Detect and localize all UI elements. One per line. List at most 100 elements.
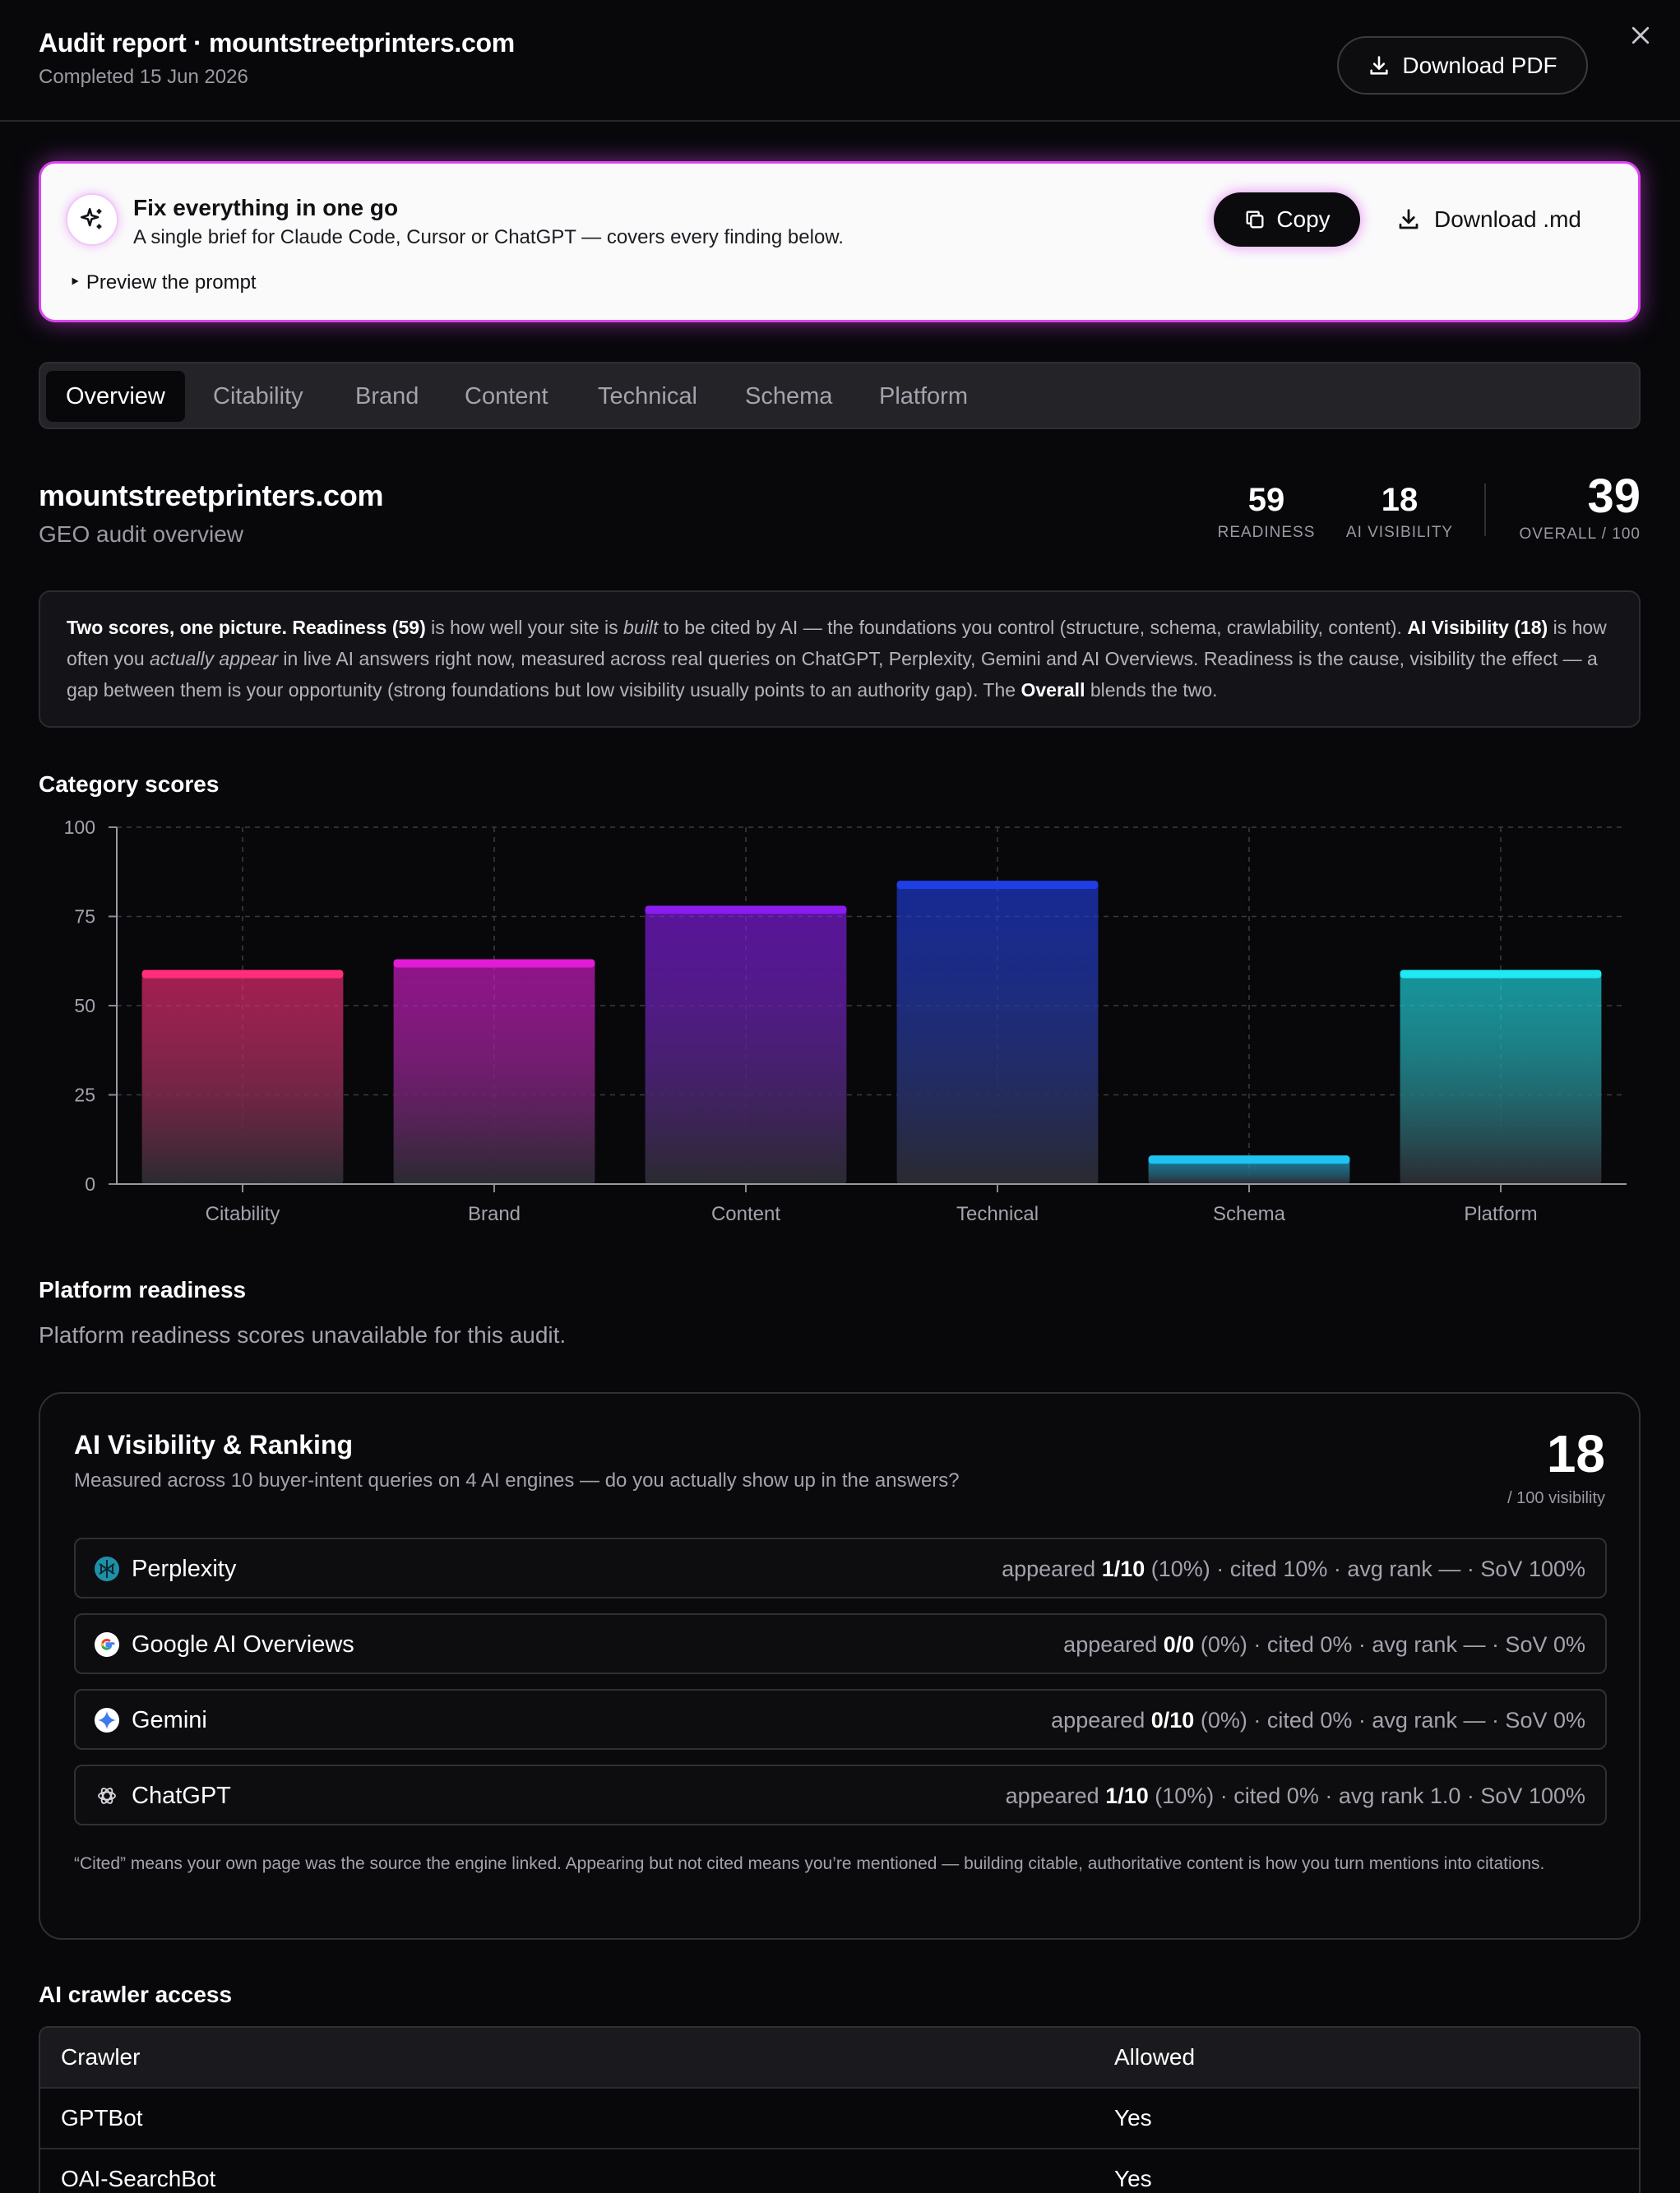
explainer-text: is how well your site is: [425, 617, 624, 638]
fix-banner-title: Fix everything in one go: [133, 195, 399, 220]
bar-cap-schema: [1148, 1155, 1350, 1164]
x-tick-label: Citability: [206, 1203, 280, 1225]
chatgpt-icon: [98, 1788, 116, 1804]
crawler-access-table: Crawler Allowed GPTBot Yes OAI-SearchBot…: [39, 2026, 1641, 2193]
bar-technical: [896, 881, 1099, 1184]
bar-cap-brand: [393, 959, 595, 968]
readiness-value: 59: [1247, 482, 1285, 518]
bar-citability: [141, 969, 344, 1184]
readiness-label: READINESS: [1217, 524, 1316, 541]
engine-appeared: 1/10: [1101, 1557, 1145, 1581]
explainer-text: is how often you: [67, 617, 1607, 669]
engine-appeared-prefix: appeared: [1063, 1632, 1164, 1657]
y-tick-label: 75: [74, 906, 95, 928]
x-tick-label: Schema: [1213, 1203, 1286, 1225]
overall-value: 39: [1587, 470, 1641, 523]
download-icon: [1399, 209, 1419, 229]
table-row: OAI-SearchBot Yes: [40, 2149, 1639, 2193]
bar-brand: [393, 959, 595, 1184]
bar-cap-platform: [1400, 969, 1602, 979]
explainer-lead: Two scores, one picture.: [67, 617, 287, 638]
site-domain: mountstreetprinters.com: [39, 479, 384, 512]
close-icon[interactable]: [1628, 23, 1653, 48]
explainer-text: to be cited by AI — the foundations you …: [658, 617, 1408, 638]
engine-appeared-prefix: appeared: [1002, 1557, 1102, 1581]
engine-row-google-ai-overviews: Google AI Overviews appeared 0/0 (0%) · …: [74, 1613, 1607, 1674]
download-pdf-button[interactable]: Download PDF: [1337, 36, 1588, 95]
report-title: Audit report · mountstreetprinters.com: [39, 28, 515, 58]
y-tick-label: 25: [74, 1085, 95, 1106]
engine-appeared: 1/10: [1105, 1784, 1149, 1808]
engine-name: Gemini: [132, 1707, 207, 1733]
fix-banner-description: A single brief for Claude Code, Cursor o…: [133, 226, 844, 248]
tab-schema[interactable]: Schema: [745, 382, 833, 409]
engine-stat-rest: (10%) · cited 0% · avg rank 1.0 · SoV 10…: [1148, 1784, 1585, 1808]
bar-platform: [1400, 969, 1602, 1184]
table-row: GPTBot Yes: [40, 2089, 1639, 2149]
engine-stats: appeared 0/10 (0%) · cited 0% · avg rank…: [1051, 1708, 1585, 1733]
copy-prompt-button[interactable]: Copy: [1214, 192, 1360, 247]
sparkles-icon: [66, 193, 118, 246]
perplexity-icon: [95, 1557, 119, 1581]
copy-label: Copy: [1276, 206, 1331, 232]
bar-content: [645, 905, 847, 1184]
copy-icon: [1246, 211, 1264, 229]
report-completed-date: Completed 15 Jun 2026: [39, 66, 248, 88]
explainer-emphasis: actually appear: [150, 648, 279, 669]
bar-cap-content: [645, 905, 847, 914]
tab-brand[interactable]: Brand: [355, 382, 419, 409]
engine-appeared: 0/0: [1163, 1632, 1195, 1657]
y-tick-label: 0: [85, 1173, 95, 1195]
ai-visibility-footnote: “Cited” means your own page was the sour…: [74, 1854, 1545, 1873]
engine-stats: appeared 1/10 (10%) · cited 0% · avg ran…: [1006, 1784, 1585, 1809]
google-icon: [95, 1632, 119, 1657]
crawler-allowed: Yes: [1114, 2166, 1152, 2191]
engine-stat-rest: (0%) · cited 0% · avg rank — · SoV 0%: [1194, 1708, 1585, 1733]
x-tick-label: Platform: [1464, 1203, 1537, 1225]
report-header: Audit report · mountstreetprinters.com C…: [0, 0, 1680, 122]
fix-everything-banner: Fix everything in one go A single brief …: [39, 161, 1641, 322]
readiness-stat: 59 READINESS: [1217, 482, 1316, 542]
crawler-name: OAI-SearchBot: [61, 2166, 216, 2191]
download-md-label: Download .md: [1434, 206, 1581, 232]
ai-visibility-value: 18: [1381, 482, 1419, 518]
y-tick-label: 50: [74, 995, 95, 1016]
explainer-visibility: AI Visibility (18): [1407, 617, 1548, 638]
explainer-text: in live AI answers right now, measured a…: [67, 648, 1598, 701]
tab-citability[interactable]: Citability: [213, 382, 303, 409]
engine-row-perplexity: Perplexity appeared 1/10 (10%) · cited 1…: [74, 1538, 1607, 1598]
crawler-access-title: AI crawler access: [39, 1982, 233, 2007]
stat-divider: [1484, 483, 1486, 536]
engine-name: ChatGPT: [132, 1783, 231, 1809]
explainer-text: blends the two.: [1085, 679, 1218, 701]
tab-platform[interactable]: Platform: [879, 382, 968, 409]
download-md-button[interactable]: Download .md: [1396, 192, 1581, 247]
crawler-name: GPTBot: [61, 2105, 143, 2131]
engine-appeared-prefix: appeared: [1005, 1784, 1106, 1808]
category-scores-chart: 0 25 50 75 100 Citability Brand Content Technica…: [64, 817, 1627, 1225]
bar-cap-citability: [141, 969, 344, 979]
ai-visibility-subtitle: Measured across 10 buyer-intent queries …: [74, 1469, 960, 1492]
explainer-overall: Overall: [1020, 679, 1085, 701]
category-scores-title: Category scores: [39, 771, 220, 797]
ai-visibility-score: 18: [1546, 1424, 1605, 1483]
tab-technical[interactable]: Technical: [598, 382, 697, 409]
scores-explainer: Two scores, one picture. Readiness (59) …: [39, 590, 1641, 728]
tab-content[interactable]: Content: [465, 382, 548, 409]
tab-overview[interactable]: Overview: [46, 371, 185, 422]
overview-subtitle: GEO audit overview: [39, 521, 243, 547]
ai-visibility-card: AI Visibility & Ranking Measured across …: [39, 1392, 1641, 1940]
gemini-icon: [95, 1708, 119, 1733]
explainer-readiness: Readiness (59): [292, 617, 426, 638]
engine-name: Perplexity: [132, 1556, 237, 1582]
engine-stats: appeared 0/0 (0%) · cited 0% · avg rank …: [1063, 1632, 1585, 1658]
preview-prompt-toggle[interactable]: ‣ Preview the prompt: [69, 271, 257, 294]
download-icon: [1370, 55, 1388, 75]
engine-stat-rest: (0%) · cited 0% · avg rank — · SoV 0%: [1194, 1632, 1585, 1657]
x-tick-label: Content: [711, 1203, 780, 1225]
x-tick-label: Technical: [956, 1203, 1039, 1225]
table-header-row: Crawler Allowed: [40, 2028, 1639, 2089]
engine-appeared: 0/10: [1150, 1708, 1195, 1733]
column-header-allowed: Allowed: [1114, 2044, 1196, 2070]
overall-label: OVERALL / 100: [1519, 525, 1641, 543]
